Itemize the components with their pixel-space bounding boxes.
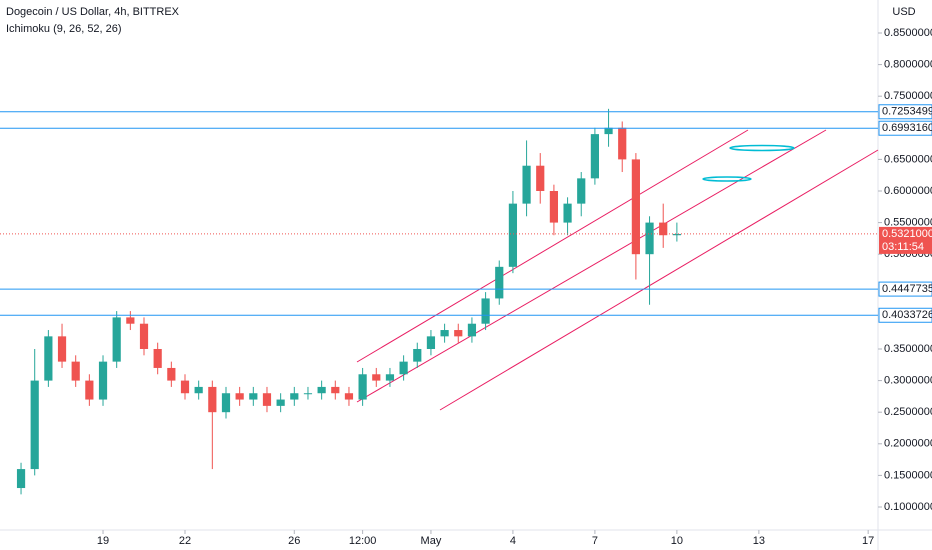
candle-body [276,399,285,406]
y-tick-label: 0.35000000 [884,343,932,355]
y-tick-label: 0.15000000 [884,469,932,481]
candle-body [208,386,217,413]
x-tick-label: 12:00 [349,535,377,547]
candle-body [153,348,162,368]
candle-body [495,266,504,299]
level-label-box [878,307,932,323]
x-tick-label: 7 [592,535,598,547]
x-tick-label: 4 [510,535,516,547]
last-price-box [879,226,932,254]
trend-channel [356,129,879,411]
candle-body [85,380,94,400]
candle-body [440,330,449,337]
candle-body [508,203,518,267]
trend-line [439,149,879,411]
candle-body [577,178,586,204]
candle-body [659,222,668,236]
y-tick-label: 0.50000000 [884,248,932,260]
candle-body [467,323,477,337]
candle-body [249,393,258,400]
candle-body [344,393,354,400]
y-tick-label: 0.25000000 [884,406,932,418]
y-tick-label: 0.20000000 [884,438,932,450]
candle-body [16,469,26,489]
level-label: 0.44477352 [882,283,932,295]
candle-body [262,393,272,406]
candle-body [590,134,599,179]
countdown-label: 03:11:54 [882,241,924,253]
candle-body [139,323,149,349]
candle-body [30,380,39,470]
candle-body [235,393,244,400]
candle-body [454,330,463,337]
candle-body [426,336,436,349]
candle-body [167,367,176,381]
candle-body [481,298,490,324]
candle-body [331,386,340,394]
y-tick-label: 0.30000000 [884,375,932,387]
x-tick-label: 10 [671,535,683,547]
candle-body [57,336,67,362]
y-tick-label: 0.80000000 [884,58,932,70]
drawing-ellipse [702,176,752,182]
candle-body [126,317,135,324]
candle-body [413,348,422,362]
level-label-box [878,281,932,297]
candle-body [290,393,299,400]
candle-body [563,203,572,223]
candle-body [522,165,531,204]
candle-body [549,190,559,223]
candle-body [645,222,654,255]
x-tick-label: 13 [753,535,765,547]
candle-body [98,361,108,400]
x-tick-label: 22 [179,535,191,547]
candle-body [536,165,545,191]
y-tick-label: 0.65000000 [884,153,932,165]
y-tick-label: 0.55000000 [884,216,932,228]
y-tick-label: 0.60000000 [884,185,932,197]
currency-label: USD [892,6,915,18]
x-tick-label: May [421,535,442,547]
level-label: 0.69931604 [882,122,932,134]
level-label-box [878,104,932,120]
candle-body [604,127,613,135]
candle-body [221,393,231,413]
candle-body [317,386,326,394]
x-tick-label: 17 [862,535,874,547]
y-tick-label: 0.75000000 [884,90,932,102]
drawing-ellipse [729,144,795,152]
y-tick-label: 0.85000000 [884,27,932,39]
candle-body [112,317,121,362]
trend-line [356,129,749,363]
candle-body [672,233,681,236]
x-tick-label: 19 [97,535,109,547]
level-label-box [878,120,932,136]
trend-line [356,129,827,403]
candle-body [180,380,190,394]
chart-title: Dogecoin / US Dollar, 4h, BITTREX [6,6,180,18]
candle-body [385,374,395,381]
candle-body [618,127,627,160]
candle-body [194,386,203,394]
indicator-label: Ichimoku (9, 26, 52, 26) [6,23,122,35]
level-label: 0.72534993 [882,106,932,118]
candle-body [399,361,408,375]
candle-body [303,393,313,395]
candle-body [44,336,53,381]
x-tick-label: 26 [288,535,300,547]
candle-body [631,159,640,255]
y-tick-label: 0.10000000 [884,501,932,513]
candle-body [372,374,381,381]
candle-body [71,361,80,381]
candle-body [358,374,367,400]
